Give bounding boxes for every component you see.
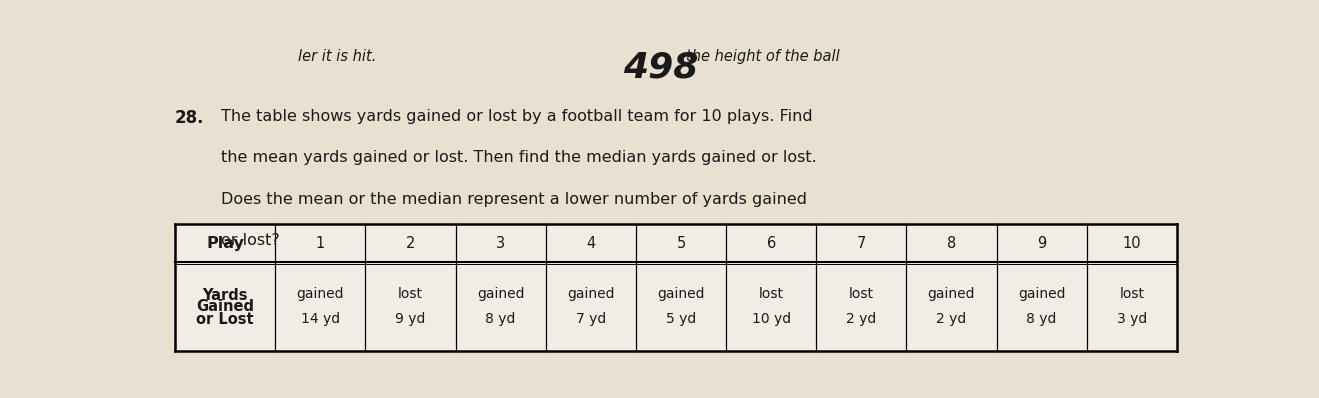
Text: The table shows yards gained or lost by a football team for 10 plays. Find: The table shows yards gained or lost by … (222, 109, 813, 124)
Text: the mean yards gained or lost. Then find the median yards gained or lost.: the mean yards gained or lost. Then find… (222, 150, 816, 166)
Text: 14 yd: 14 yd (301, 312, 340, 326)
Text: 9: 9 (1037, 236, 1046, 251)
Text: 4: 4 (586, 236, 595, 251)
Text: gained: gained (657, 287, 704, 301)
Text: lost: lost (398, 287, 423, 301)
Bar (175, 224, 1177, 351)
Text: Play: Play (206, 236, 244, 251)
Text: Yards: Yards (202, 289, 248, 303)
Text: gained: gained (567, 287, 615, 301)
Text: lost: lost (758, 287, 783, 301)
Text: 9 yd: 9 yd (396, 312, 426, 326)
Text: 2 yd: 2 yd (936, 312, 967, 326)
Text: ler it is hit.: ler it is hit. (298, 49, 376, 64)
Text: 10 yd: 10 yd (752, 312, 790, 326)
Text: 5 yd: 5 yd (666, 312, 696, 326)
Text: lost: lost (1120, 287, 1145, 301)
Text: 3: 3 (496, 236, 505, 251)
Text: gained: gained (1018, 287, 1066, 301)
Text: 498: 498 (623, 51, 698, 85)
Text: 8 yd: 8 yd (1026, 312, 1057, 326)
Text: gained: gained (477, 287, 525, 301)
Text: 3 yd: 3 yd (1117, 312, 1148, 326)
Text: the height of the ball: the height of the ball (686, 49, 840, 64)
Text: 28.: 28. (175, 109, 204, 127)
Text: or lost?: or lost? (222, 233, 280, 248)
Text: or Lost: or Lost (197, 312, 255, 327)
Text: 2 yd: 2 yd (847, 312, 876, 326)
Text: 1: 1 (315, 236, 324, 251)
Text: 5: 5 (677, 236, 686, 251)
Text: 6: 6 (766, 236, 776, 251)
Text: 8 yd: 8 yd (485, 312, 516, 326)
Text: 2: 2 (406, 236, 415, 251)
Text: Does the mean or the median represent a lower number of yards gained: Does the mean or the median represent a … (222, 192, 807, 207)
Text: gained: gained (927, 287, 975, 301)
Text: Gained: Gained (197, 299, 255, 314)
Text: gained: gained (297, 287, 344, 301)
Text: 8: 8 (947, 236, 956, 251)
Text: 10: 10 (1122, 236, 1141, 251)
Text: lost: lost (849, 287, 873, 301)
Text: 7: 7 (856, 236, 867, 251)
Text: 7 yd: 7 yd (575, 312, 605, 326)
